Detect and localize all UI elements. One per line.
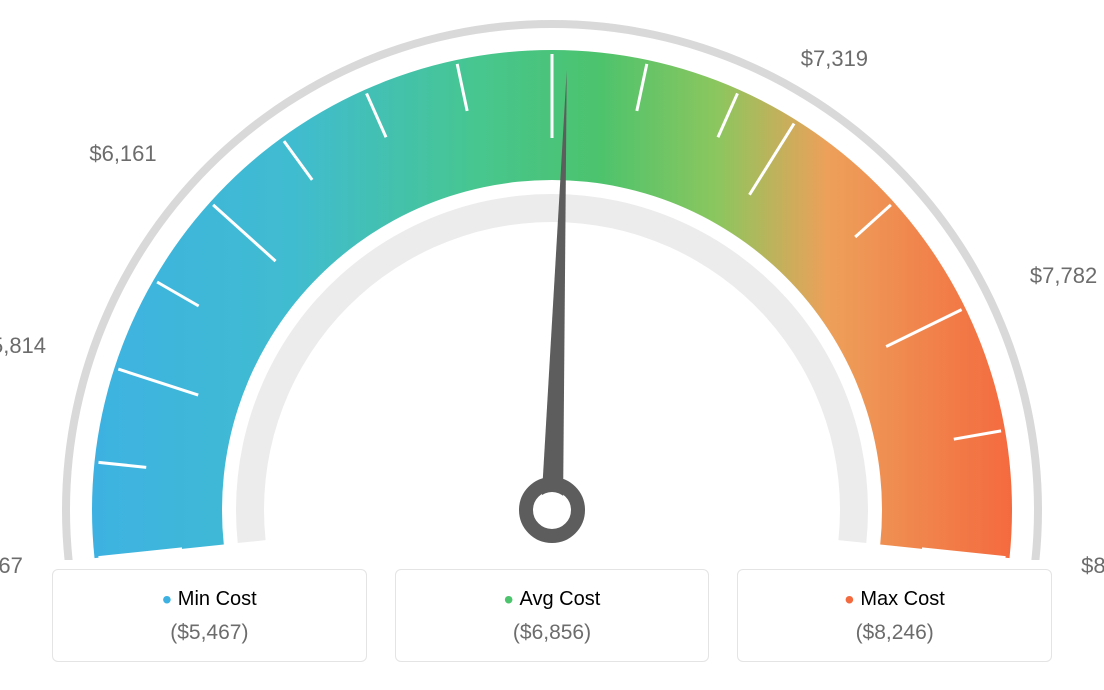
- legend-avg-label: Avg Cost: [520, 588, 601, 610]
- tick-label: $8,246: [1081, 553, 1104, 579]
- legend-min-value: ($5,467): [63, 621, 356, 645]
- legend-avg-title: •Avg Cost: [406, 588, 699, 611]
- legend-min-title: •Min Cost: [63, 588, 356, 611]
- gauge-chart-container: { "gauge": { "type": "gauge", "cx": 552,…: [0, 0, 1104, 690]
- legend-max-title: •Max Cost: [748, 588, 1041, 611]
- tick-label: $6,161: [89, 141, 156, 167]
- tick-label: $7,319: [801, 46, 868, 72]
- legend-max-dot: •: [845, 584, 855, 615]
- tick-label: $5,467: [0, 553, 23, 579]
- legend-min-label: Min Cost: [178, 588, 257, 610]
- legend-avg-value: ($6,856): [406, 621, 699, 645]
- legend-avg-dot: •: [504, 584, 514, 615]
- tick-label: $5,814: [0, 333, 46, 359]
- gauge-area: $5,467$5,814$6,161$6,856$7,319$7,782$8,2…: [0, 0, 1104, 560]
- legend-card-max: •Max Cost ($8,246): [737, 569, 1052, 662]
- gauge-svg: [0, 0, 1104, 560]
- legend-row: •Min Cost ($5,467) •Avg Cost ($6,856) •M…: [52, 569, 1052, 662]
- legend-card-min: •Min Cost ($5,467): [52, 569, 367, 662]
- legend-card-avg: •Avg Cost ($6,856): [395, 569, 710, 662]
- legend-min-dot: •: [162, 584, 172, 615]
- tick-label: $7,782: [1030, 263, 1097, 289]
- legend-max-label: Max Cost: [860, 588, 944, 610]
- legend-max-value: ($8,246): [748, 621, 1041, 645]
